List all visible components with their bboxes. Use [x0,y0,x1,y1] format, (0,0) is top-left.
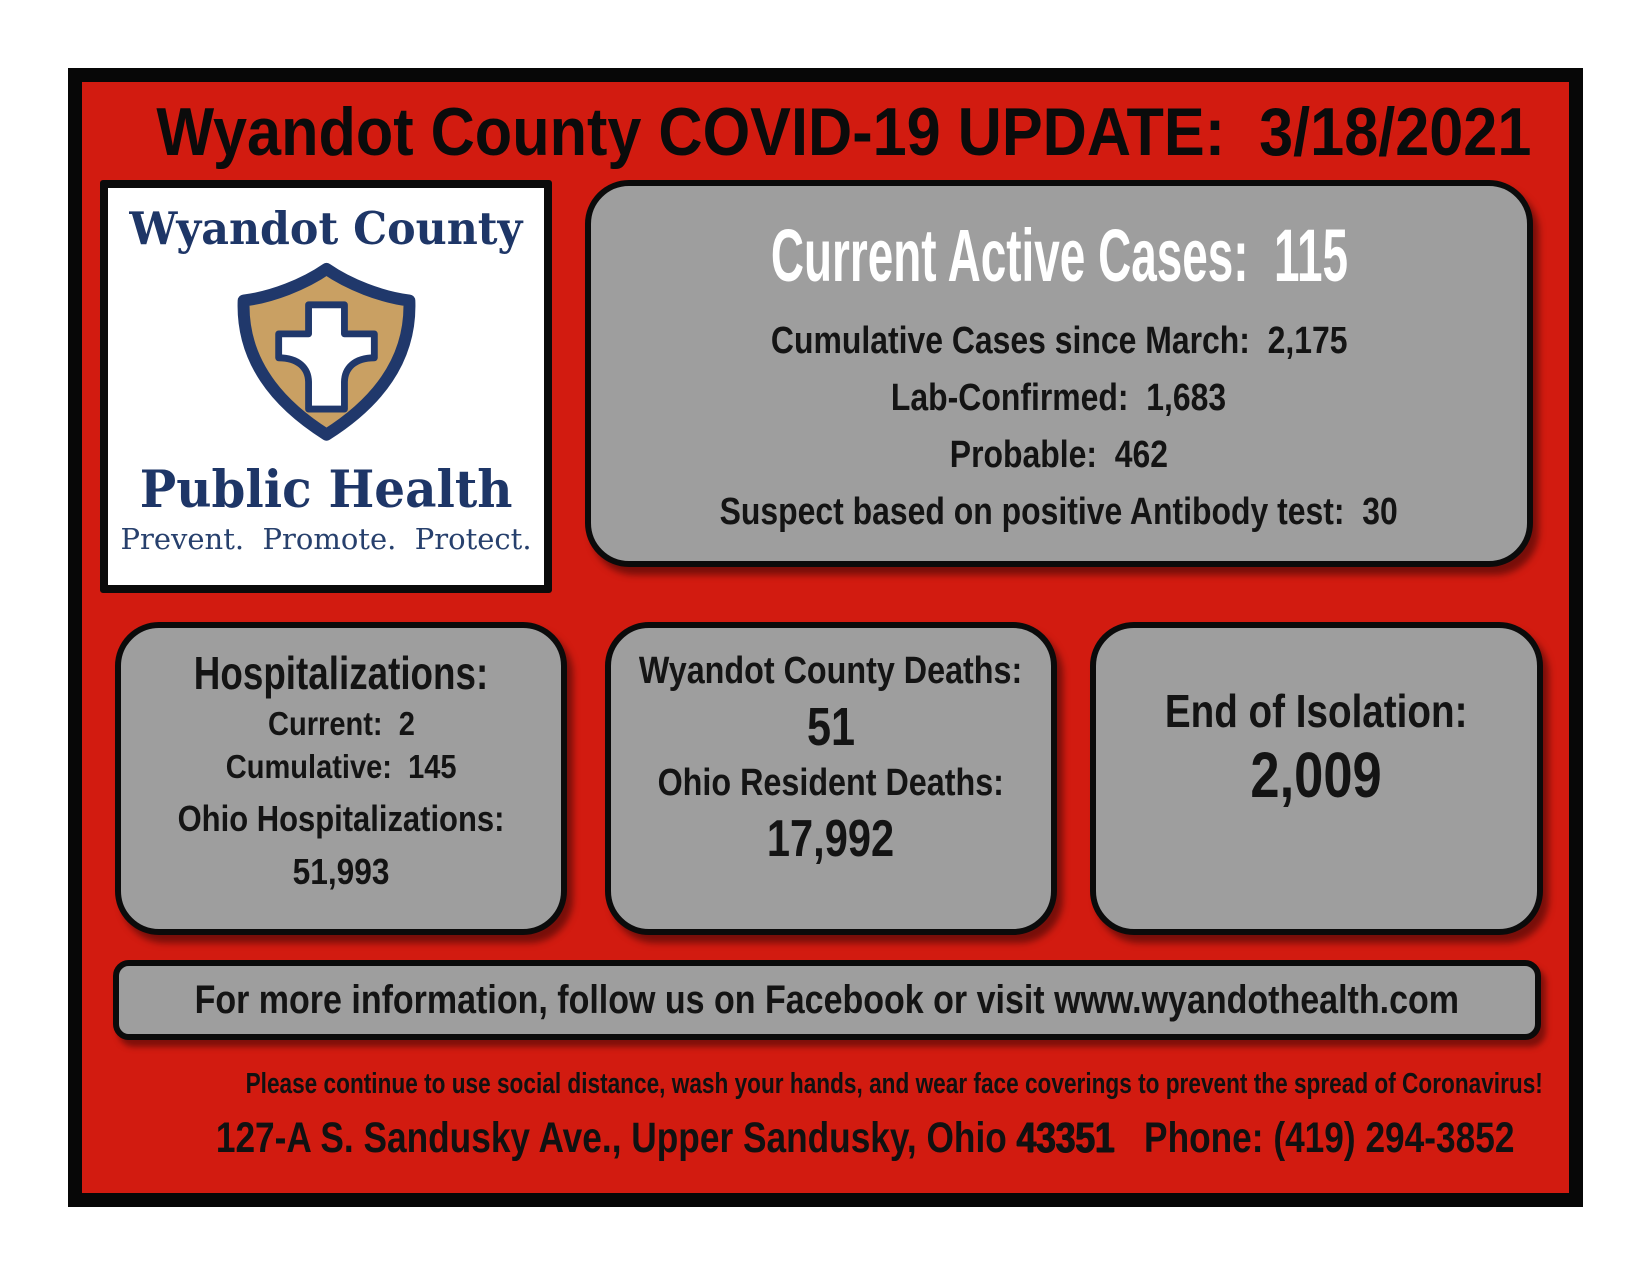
logo-tagline: Prevent. Promote. Protect. [120,522,532,556]
end-of-isolation-card: End of Isolation: 2,009 [1090,622,1543,935]
active-cases-stats: Cumulative Cases since March: 2,175 Lab-… [655,313,1462,541]
logo-card: Wyandot County Public Health Prevent. Pr… [100,180,552,593]
stat-lab-confirmed: Lab-Confirmed: 1,683 [891,377,1227,419]
address-line: 127-A S. Sandusky Ave., Upper Sandusky, … [215,1112,1515,1164]
info-bar-text: For more information, follow us on Faceb… [194,977,1460,1022]
stat-county-deaths-label: Wyandot County Deaths: [639,650,1023,692]
hospitalizations-title: Hospitalizations: [193,647,489,699]
advisory-text: Please continue to use social distance, … [245,1068,1543,1100]
poster-title: Wyandot County COVID-19 UPDATE: 3/18/202… [156,94,1532,170]
stat-probable: Probable: 462 [949,434,1169,476]
hospitalizations-card: Hospitalizations: Current: 2 Cumulative:… [115,622,567,935]
zip-code: 43351 [1016,1114,1115,1162]
shield-cross-icon [237,262,415,441]
logo-org-name: Wyandot County [129,202,523,255]
street-address: 127-A S. Sandusky Ave., Upper Sandusky, … [215,1114,1017,1162]
stat-ohio-deaths-label: Ohio Resident Deaths: [657,762,1005,804]
poster-background: Wyandot County COVID-19 UPDATE: 3/18/202… [82,82,1569,1193]
deaths-card: Wyandot County Deaths: 51 Ohio Resident … [605,622,1057,935]
stat-hosp-cumulative: Cumulative: 145 [225,748,457,785]
info-bar: For more information, follow us on Faceb… [113,960,1541,1040]
logo-org-subname: Public Health [139,460,513,520]
stat-isolation-label: End of Isolation: [1165,685,1468,737]
stat-ohio-hosp-value: 51,993 [292,851,390,892]
stat-ohio-deaths-value: 17,992 [767,810,895,868]
stat-suspect-antibody: Suspect based on positive Antibody test:… [719,491,1399,533]
active-cases-title: Current Active Cases: 115 [770,214,1348,297]
stat-cumulative-cases: Cumulative Cases since March: 2,175 [770,320,1348,362]
stat-ohio-hosp-label: Ohio Hospitalizations: [177,798,505,839]
stat-isolation-value: 2,009 [1250,739,1383,811]
active-cases-card: Current Active Cases: 115 Cumulative Cas… [585,180,1533,567]
poster-frame: Wyandot County COVID-19 UPDATE: 3/18/202… [68,68,1583,1207]
stat-hosp-current: Current: 2 [267,705,415,742]
stat-county-deaths-value: 51 [806,697,856,757]
phone-number: Phone: (419) 294-3852 [1114,1114,1515,1162]
